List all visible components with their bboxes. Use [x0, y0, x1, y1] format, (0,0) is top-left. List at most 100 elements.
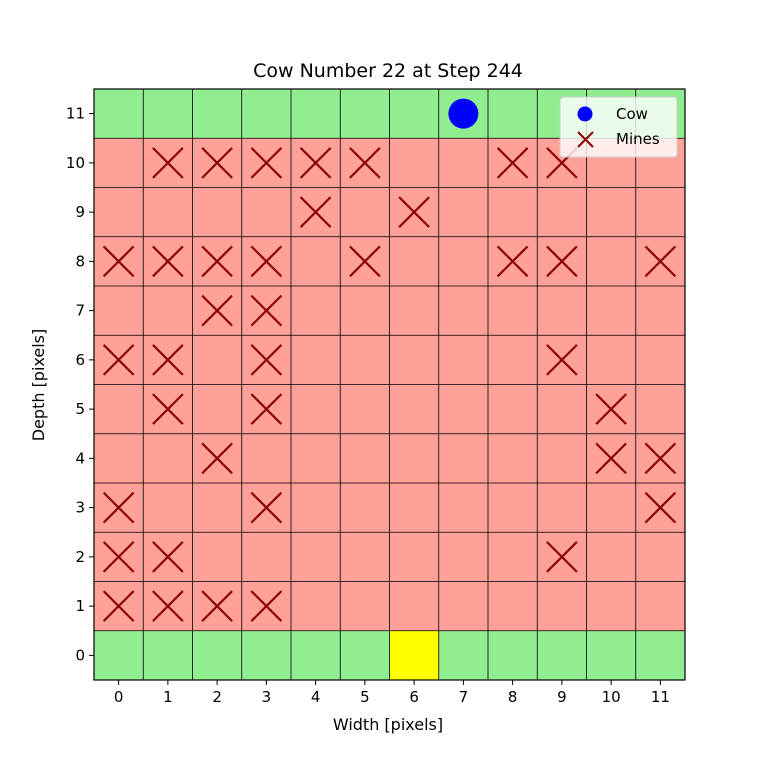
mine-marker-stroke	[102, 491, 135, 524]
mine-marker	[201, 442, 233, 475]
x-tick-label: 7	[459, 688, 469, 706]
cell-safe	[340, 630, 390, 680]
mine-marker	[546, 344, 578, 376]
cell-mine-zone	[438, 581, 488, 631]
cell-mine-zone	[192, 384, 242, 434]
cell-mine-zone	[586, 236, 636, 286]
cell-mine-zone	[94, 286, 144, 336]
cell-mine-zone	[192, 335, 242, 385]
mine-marker	[496, 147, 529, 179]
mine-marker-stroke	[201, 294, 233, 327]
mine-marker	[152, 344, 184, 376]
mine-marker	[102, 590, 135, 622]
y-tick-label: 11	[66, 105, 85, 123]
mine-marker	[250, 344, 283, 376]
mine-marker-stroke	[250, 147, 283, 179]
mine-marker	[152, 245, 184, 278]
cell-safe	[291, 89, 341, 139]
cell-mine-zone	[389, 433, 439, 483]
cell-mine-zone	[192, 483, 242, 533]
plot-marks	[102, 98, 677, 622]
mine-marker-stroke	[152, 147, 184, 179]
mine-marker	[152, 393, 184, 425]
x-tick-label: 9	[557, 688, 567, 706]
mine-marker	[250, 245, 283, 278]
mine-marker	[349, 245, 381, 278]
mine-marker-stroke	[152, 245, 184, 278]
cell-mine-zone	[340, 187, 390, 237]
cell-mine-zone	[635, 581, 685, 631]
mine-marker-stroke	[201, 147, 233, 179]
mine-marker	[349, 147, 381, 179]
cell-safe	[241, 89, 291, 139]
grid-cells	[94, 89, 685, 680]
mine-marker	[250, 147, 283, 179]
cell-mine-zone	[389, 483, 439, 533]
cell-safe	[291, 630, 341, 680]
cell-goal	[389, 630, 439, 680]
cell-safe	[488, 630, 538, 680]
cell-mine-zone	[389, 335, 439, 385]
mine-marker	[102, 344, 135, 376]
x-tick-label: 8	[508, 688, 518, 706]
cell-mine-zone	[340, 581, 390, 631]
cell-safe	[143, 89, 193, 139]
cell-mine-zone	[143, 483, 193, 533]
cell-safe	[586, 630, 636, 680]
cell-mine-zone	[537, 384, 587, 434]
mine-marker-stroke	[201, 590, 233, 622]
cell-mine-zone	[438, 286, 488, 336]
cell-mine-zone	[488, 335, 538, 385]
cow-marker	[448, 98, 479, 129]
cell-safe	[94, 630, 144, 680]
legend-mines-label: Mines	[616, 130, 660, 148]
mine-marker-stroke	[152, 590, 184, 622]
y-tick-label: 9	[75, 203, 85, 221]
cell-mine-zone	[389, 236, 439, 286]
x-tick-label: 10	[602, 688, 621, 706]
x-tick-label: 3	[262, 688, 272, 706]
mine-marker	[201, 245, 233, 278]
cell-mine-zone	[586, 286, 636, 336]
mine-marker-stroke	[595, 442, 627, 475]
cell-mine-zone	[488, 581, 538, 631]
mine-marker-stroke	[496, 147, 529, 179]
mine-marker-stroke	[102, 590, 135, 622]
cell-mine-zone	[143, 433, 193, 483]
y-tick-label: 4	[75, 449, 85, 467]
plot-frame	[93, 88, 686, 681]
x-tick-label: 4	[311, 688, 321, 706]
cell-mine-zone	[586, 581, 636, 631]
legend-cow-marker	[577, 106, 593, 122]
cell-mine-zone	[291, 236, 341, 286]
cell-mine-zone	[340, 286, 390, 336]
cell-mine-zone	[340, 335, 390, 385]
cell-mine-zone	[635, 335, 685, 385]
y-tick-label: 3	[75, 499, 85, 517]
cell-mine-zone	[241, 433, 291, 483]
mine-marker-stroke	[250, 393, 283, 425]
mine-marker	[299, 147, 332, 179]
cell-mine-zone	[94, 138, 144, 188]
cell-safe	[389, 89, 439, 139]
cell-mine-zone	[389, 581, 439, 631]
mine-marker	[546, 245, 578, 278]
mine-marker	[152, 590, 184, 622]
mine-marker-stroke	[349, 147, 381, 179]
mine-marker	[201, 294, 233, 327]
cell-mine-zone	[635, 532, 685, 582]
mine-marker-stroke	[152, 344, 184, 376]
x-tick-label: 6	[409, 688, 419, 706]
mine-marker	[398, 196, 430, 228]
cell-mine-zone	[291, 581, 341, 631]
cell-safe	[635, 630, 685, 680]
mine-marker-stroke	[299, 147, 332, 179]
mine-marker-stroke	[250, 590, 283, 622]
y-tick-label: 1	[75, 597, 85, 615]
cell-mine-zone	[537, 433, 587, 483]
cell-mine-zone	[488, 286, 538, 336]
cell-safe	[241, 630, 291, 680]
mine-marker	[250, 294, 283, 327]
mine-marker	[644, 442, 677, 475]
cell-safe	[94, 89, 144, 139]
